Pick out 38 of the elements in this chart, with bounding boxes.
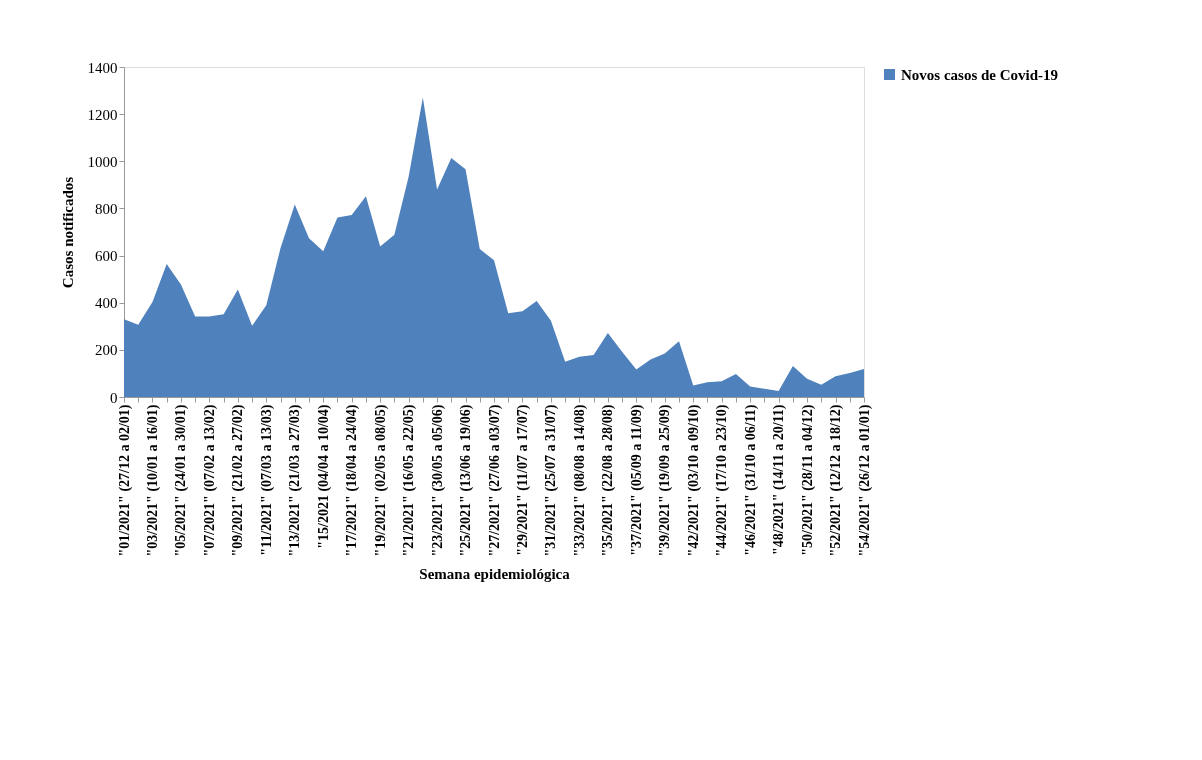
- y-tick-label: 200: [95, 342, 118, 359]
- x-tick-label: "23/2021" (30/05 a 05/06): [429, 404, 446, 557]
- x-tick-label: "13/2021" (21/03 a 27/03): [287, 404, 304, 557]
- x-tick-label: "44/2021" (17/10 a 23/10): [714, 404, 731, 557]
- x-tick-label: "52/2021" (12/12 a 18/12): [828, 404, 845, 557]
- x-tick-label: "19/2021" (02/05 a 08/05): [372, 404, 389, 557]
- x-tick-label: "35/2021" (22/08 a 28/08): [600, 404, 617, 557]
- x-tick-label: "15/2021 (04/04 a 10/04): [315, 404, 332, 549]
- x-tick-label: "29/2021" (11/07 a 17/07): [514, 404, 531, 556]
- y-tick-label: 1000: [87, 153, 118, 170]
- y-tick-label: 1200: [87, 106, 118, 123]
- x-tick-label: "01/2021" (27/12 a 02/01): [116, 404, 133, 557]
- x-tick-label: "07/2021" (07/02 a 13/02): [201, 404, 218, 557]
- x-tick-label: "42/2021" (03/10 a 09/10): [685, 404, 702, 557]
- x-tick-label: "09/2021" (21/02 a 27/02): [230, 404, 247, 557]
- y-tick-label: 0: [110, 389, 118, 406]
- x-tick-label: "17/2021" (18/04 a 24/04): [344, 404, 361, 557]
- x-tick-label: "33/2021" (08/08 a 14/08): [571, 404, 588, 557]
- y-tick-label: 800: [95, 200, 118, 217]
- x-tick-label: "39/2021" (19/09 a 25/09): [657, 404, 674, 557]
- x-tick-label: "31/2021" (25/07 a 31/07): [543, 404, 560, 557]
- x-tick-label: "05/2021" (24/01 a 30/01): [173, 404, 190, 557]
- x-tick-label: "54/2021" (26/12 a 01/01): [856, 404, 873, 557]
- legend-label: Novos casos de Covid-19: [901, 66, 1059, 83]
- x-axis-title: Semana epidemiológica: [419, 565, 571, 582]
- x-tick-label: "48/2021" (14/11 a 20/11): [771, 404, 788, 555]
- x-tick-label: "03/2021" (10/01 a 16/01): [144, 404, 161, 557]
- x-tick-label: "50/2021" (28/11 a 04/12): [799, 404, 816, 556]
- y-tick-label: 600: [95, 248, 118, 265]
- y-axis-title: Casos notificados: [59, 176, 76, 289]
- x-tick-label: "25/2021" (13/06 a 19/06): [458, 404, 475, 557]
- x-tick-label: "21/2021" (16/05 a 22/05): [401, 404, 418, 557]
- x-tick-label: "46/2021" (31/10 a 06/11): [742, 404, 759, 556]
- x-tick-label: "27/2021" (27/06 a 03/07): [486, 404, 503, 557]
- y-tick-label: 1400: [87, 59, 118, 76]
- x-tick-label: "11/2021" (07/03 a 13/03): [258, 404, 275, 556]
- y-tick-label: 400: [95, 295, 118, 312]
- x-tick-label: "37/2021" (05/09 a 11/09): [628, 404, 645, 556]
